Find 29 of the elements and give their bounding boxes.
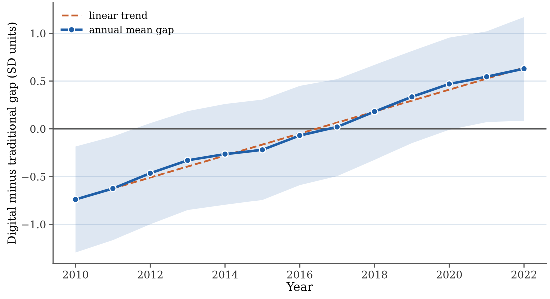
point xyxy=(334,123,342,131)
x-tick-label: 2022 xyxy=(512,270,537,279)
x-tick-label: 2016 xyxy=(287,270,313,279)
point xyxy=(446,80,454,88)
x-tick-label: 2020 xyxy=(436,270,462,279)
y-tick-label: −0.5 xyxy=(22,173,46,181)
y-axis-title: Digital minus traditional gap (SD units) xyxy=(7,22,18,244)
point xyxy=(222,150,229,158)
legend-label: linear trend xyxy=(90,12,148,20)
point xyxy=(72,196,80,204)
point xyxy=(184,156,192,164)
point xyxy=(296,132,304,140)
y-tick-label: 0.0 xyxy=(30,125,46,134)
point xyxy=(520,65,528,73)
legend-label: annual mean gap xyxy=(90,26,174,36)
point xyxy=(146,170,154,178)
point xyxy=(109,185,117,192)
x-axis-title: Year xyxy=(286,282,314,292)
point xyxy=(258,146,266,154)
y-tick-label: 0.5 xyxy=(30,78,46,86)
point xyxy=(483,73,491,81)
x-tick-label: 2010 xyxy=(63,270,88,279)
point xyxy=(371,108,378,116)
y-tick-label: 1.0 xyxy=(31,30,46,38)
x-tick-label: 2018 xyxy=(362,270,388,279)
x-tick-label: 2014 xyxy=(212,270,238,279)
point xyxy=(408,93,416,101)
y-tick-label: −1.0 xyxy=(22,220,46,229)
x-tick-label: 2012 xyxy=(138,270,163,279)
